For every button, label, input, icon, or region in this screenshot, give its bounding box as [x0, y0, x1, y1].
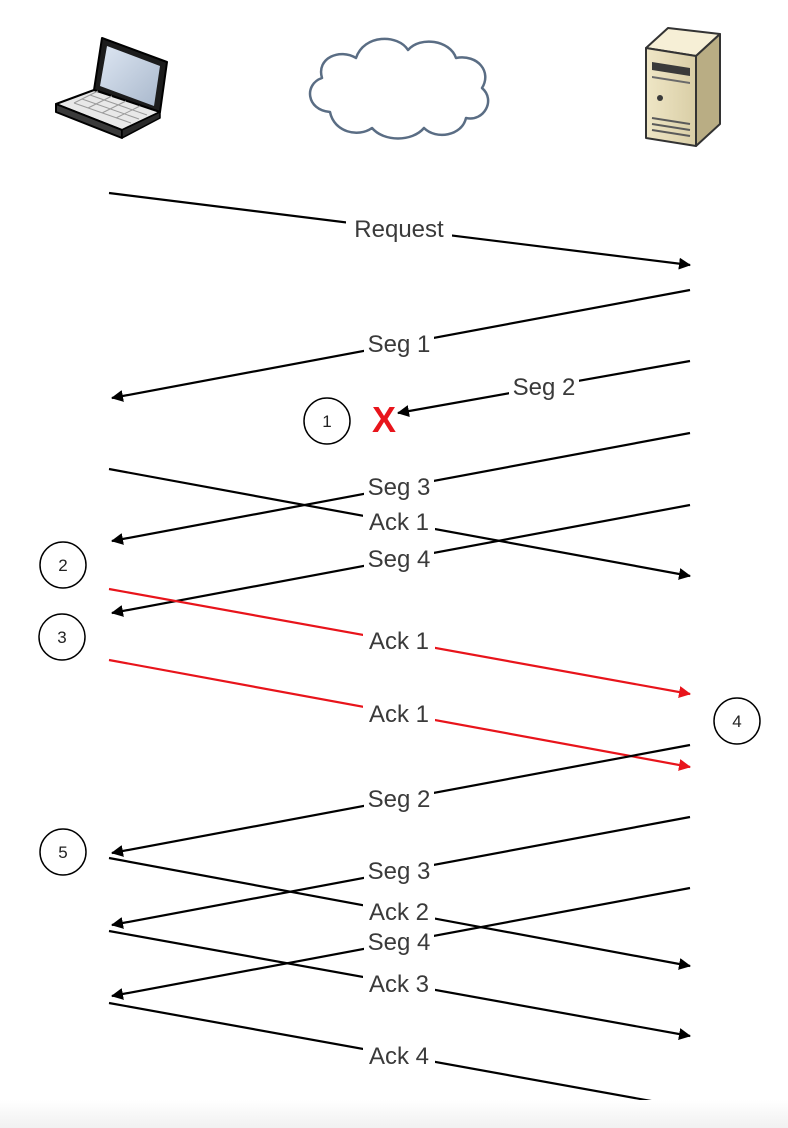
- message-ack-1-duplicate: Ack 1: [108, 658, 691, 771]
- step-marker-1: 1: [303, 397, 351, 445]
- message-ack-2: Ack 2: [108, 856, 691, 970]
- message-label-background: [363, 507, 435, 533]
- message-label-background: [364, 856, 434, 882]
- bottom-edge-shade: [0, 1100, 788, 1128]
- step-marker-4: 4: [713, 697, 761, 745]
- message-ack-1: Ack 1: [108, 467, 691, 580]
- packet-loss-marker: X: [372, 399, 396, 440]
- message-label-background: [364, 472, 434, 498]
- message-label: Seg 4: [368, 929, 431, 956]
- message-label-background: [363, 969, 435, 995]
- server-icon: [645, 27, 721, 147]
- message-label-background: [364, 927, 434, 953]
- message-label-background: [364, 784, 434, 810]
- message-label-background: [363, 626, 435, 652]
- cloud-icon: [308, 37, 490, 140]
- message-label-background: [363, 699, 435, 725]
- message-seg-1: Seg 1: [111, 288, 691, 402]
- message-label-background: [363, 1041, 435, 1067]
- message-request: Request: [108, 191, 691, 270]
- step-marker-2: 2: [39, 541, 87, 589]
- message-label: Ack 2: [369, 899, 429, 926]
- message-label: Ack 1: [369, 701, 429, 728]
- message-label: Seg 2: [368, 786, 431, 813]
- message-label-background: [346, 214, 452, 240]
- message-arrows: Request Seg 1 Seg 2 Seg 3 Ack 1 Seg 4 Ack 1 Ack…: [108, 191, 691, 1112]
- laptop-icon: [55, 37, 168, 139]
- message-label: Seg 3: [368, 474, 431, 501]
- step-marker-3: 3: [38, 613, 86, 661]
- message-seg-4: Seg 4: [111, 503, 691, 617]
- message-label: Ack 1: [369, 509, 429, 536]
- message-seg-3: Seg 3: [111, 431, 691, 545]
- message-label-background: [363, 897, 435, 923]
- step-number: 3: [57, 628, 66, 647]
- message-label: Ack 4: [369, 1043, 429, 1070]
- step-number: 4: [732, 712, 741, 731]
- message-label: Seg 1: [368, 331, 431, 358]
- step-marker-5: 5: [39, 828, 87, 876]
- message-label: Ack 1: [369, 628, 429, 655]
- message-ack-4: Ack 4: [108, 1001, 691, 1112]
- message-seg-3: Seg 3: [111, 815, 691, 929]
- message-ack-1-duplicate: Ack 1: [108, 587, 691, 698]
- step-number: 2: [58, 556, 67, 575]
- message-seg-2: Seg 2: [397, 359, 691, 417]
- message-label-background: [364, 544, 434, 570]
- message-seg-4: Seg 4: [111, 886, 691, 1000]
- message-seg-2: Seg 2: [111, 743, 691, 857]
- message-label: Request: [354, 216, 444, 243]
- message-label-background: [509, 372, 579, 398]
- step-number: 5: [58, 843, 67, 862]
- message-ack-3: Ack 3: [108, 929, 691, 1040]
- message-label: Ack 3: [369, 971, 429, 998]
- step-number: 1: [322, 412, 331, 431]
- message-label: Seg 2: [513, 374, 576, 401]
- message-label: Seg 4: [368, 546, 431, 573]
- message-label-background: [364, 329, 434, 355]
- message-label: Seg 3: [368, 858, 431, 885]
